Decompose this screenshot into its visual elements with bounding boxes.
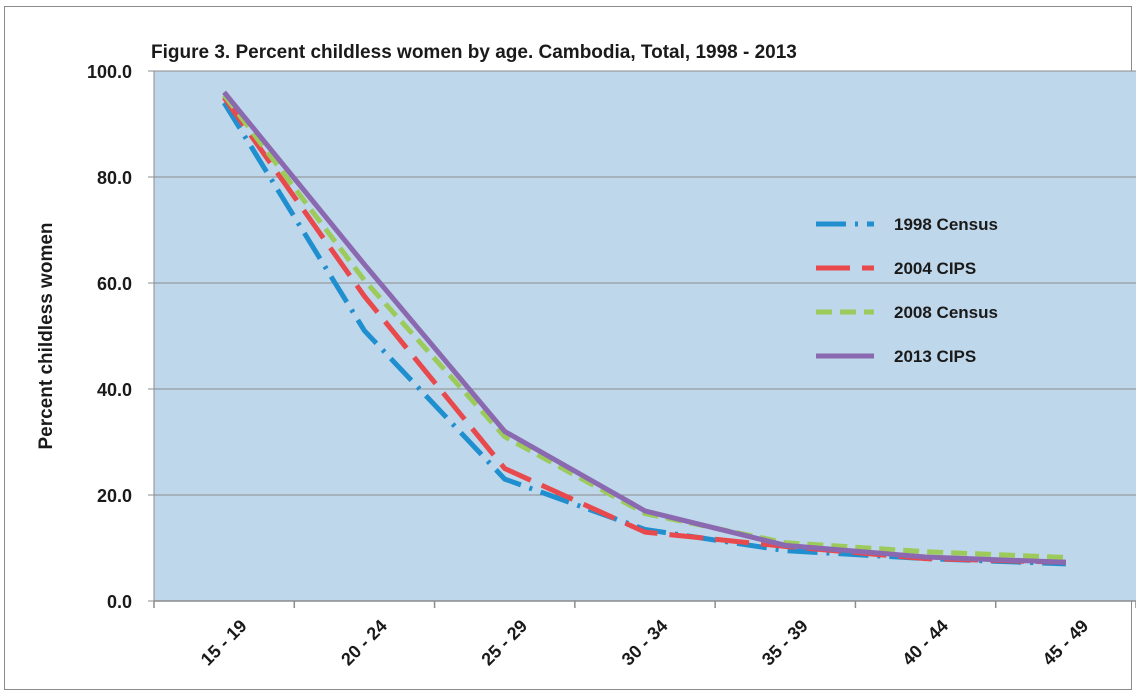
y-tick-label: 40.0 [97, 380, 132, 400]
y-tick-label: 0.0 [107, 592, 132, 612]
x-tick-label: 40 - 44 [898, 616, 952, 670]
x-tick-label: 25 - 29 [477, 616, 531, 670]
plot-area [154, 71, 1136, 601]
x-tick-label: 45 - 49 [1039, 616, 1093, 670]
chart-title: Figure 3. Percent childless women by age… [151, 42, 797, 63]
x-tick-label: 15 - 19 [197, 616, 251, 670]
y-tick-label: 20.0 [97, 486, 132, 506]
legend: 1998 Census 2004 CIPS 2008 Census 2013 CIPS [816, 215, 998, 366]
y-tick-label: 100.0 [87, 62, 132, 82]
y-axis-label: Percent childless women [36, 222, 57, 449]
y-tick-label: 60.0 [97, 274, 132, 294]
legend-label: 2004 CIPS [894, 259, 976, 278]
x-tick-label: 30 - 34 [618, 616, 672, 670]
legend-label: 2013 CIPS [894, 347, 976, 366]
y-tick-label: 80.0 [97, 168, 132, 188]
legend-label: 2008 Census [894, 303, 998, 322]
series-lines [222, 90, 1066, 567]
x-tick-label: 35 - 39 [758, 616, 812, 670]
gridlines [154, 70, 1136, 496]
legend-label: 1998 Census [894, 215, 998, 234]
x-tick-label: 20 - 24 [337, 616, 391, 670]
